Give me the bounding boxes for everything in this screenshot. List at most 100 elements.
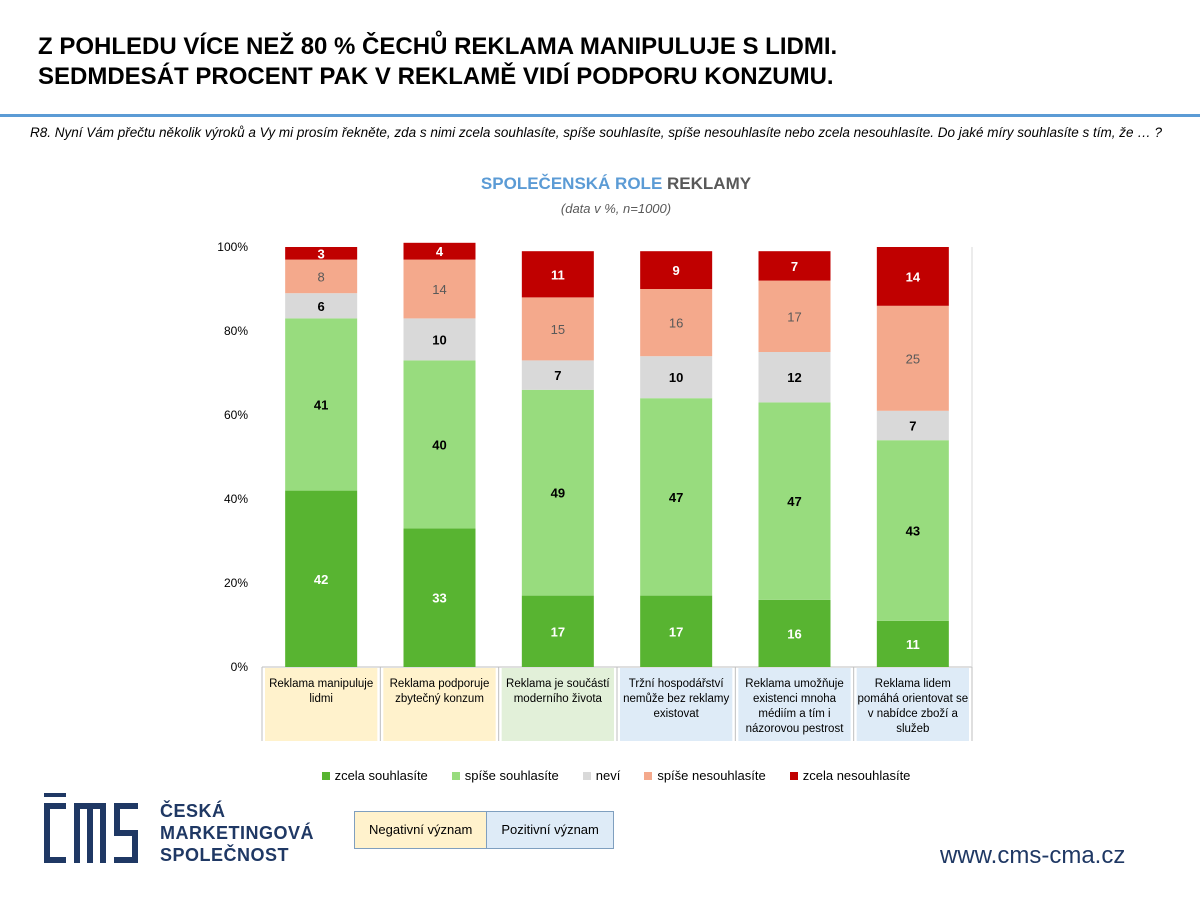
data-label: 49 (551, 486, 565, 501)
company-name-line-2: MARKETINGOVÁ (160, 823, 314, 843)
y-tick-label: 60% (224, 408, 248, 422)
x-tick-label: Reklama podporuje (390, 678, 490, 690)
category-label-cell (383, 668, 496, 741)
bar-segment (521, 360, 594, 390)
bar-segment (521, 389, 594, 596)
x-tick-label: Tržní hospodářství (629, 678, 725, 690)
data-label: 6 (318, 299, 325, 314)
data-label: 7 (909, 419, 916, 434)
bar-segment (758, 251, 831, 281)
x-tick-label: nemůže bez reklamy (623, 693, 729, 705)
bar-segment (403, 259, 476, 319)
x-tick-label: Reklama manipuluje (269, 678, 373, 690)
x-tick-label: existenci mnoha (753, 693, 837, 705)
negative-meaning-label: Negativní význam (355, 812, 488, 848)
category-label-cell (856, 668, 969, 741)
bar-segment (521, 595, 594, 667)
website-link[interactable]: www.cms-cma.cz (940, 842, 1126, 869)
legend-label: spíše nesouhlasíte (657, 768, 766, 783)
data-label: 10 (669, 370, 683, 385)
x-tick-label: názorovou pestrost (746, 723, 845, 735)
company-name: ČESKÁ MARKETINGOVÁ SPOLEČNOST (160, 800, 314, 866)
chart-title-part-1: SPOLEČENSKÁ ROLE (480, 174, 663, 193)
bar-segment (758, 280, 831, 352)
meaning-legend: Negativní význam Pozitivní význam (354, 811, 614, 849)
data-label: 42 (314, 572, 328, 587)
x-tick-label: pomáhá orientovat se (858, 693, 969, 705)
legend-swatch (582, 771, 591, 780)
x-tick-label: lidmi (309, 693, 333, 705)
x-tick-label: existovat (653, 708, 699, 720)
y-tick-label: 20% (224, 576, 248, 590)
bar-segment (758, 352, 831, 403)
legend-label: zcela nesouhlasíte (802, 768, 911, 783)
data-label: 41 (314, 398, 328, 413)
bar-segment (640, 398, 713, 596)
bar-segment (640, 595, 713, 667)
company-name-line-1: ČESKÁ (160, 801, 226, 821)
data-label: 25 (906, 351, 920, 366)
data-label: 7 (554, 368, 561, 383)
data-label: 17 (551, 624, 565, 639)
bar-segment (876, 247, 949, 306)
category-label-cell (620, 668, 733, 741)
bar-segment (521, 251, 594, 298)
data-label: 14 (906, 269, 921, 284)
positive-meaning-label: Pozitivní význam (487, 812, 613, 848)
category-label-cell (738, 668, 851, 741)
chart-subtitle: (data v %, n=1000) (560, 201, 672, 216)
cms-logo-icon (44, 793, 138, 863)
bar-segment (285, 293, 358, 319)
data-label: 17 (669, 624, 683, 639)
x-tick-label: médiím a tím i (758, 708, 830, 720)
bar-segment (403, 360, 476, 529)
data-label: 14 (432, 282, 446, 297)
chart-legend: zcela souhlasíte spíše souhlasíte neví spíš… (0, 768, 1200, 783)
data-label: 10 (432, 332, 446, 347)
headline-line-2: SEDMDESÁT PROCENT PAK V REKLAMĚ VIDÍ POD… (38, 63, 834, 90)
bar-segment (403, 242, 476, 260)
data-label: 17 (787, 309, 801, 324)
chart-title: SPOLEČENSKÁ ROLE REKLAMY (0, 174, 1200, 194)
data-label: 15 (551, 322, 565, 337)
y-tick-label: 40% (224, 492, 248, 506)
category-label-cell (265, 668, 378, 741)
bar-segment (285, 247, 358, 260)
data-label: 9 (673, 263, 680, 278)
headline-line-1: Z POHLEDU VÍCE NEŽ 80 % ČECHŮ REKLAMA MA… (38, 33, 838, 60)
legend-label: zcela souhlasíte (334, 768, 428, 783)
data-label: 8 (318, 269, 325, 284)
header-divider (0, 114, 1200, 117)
legend-swatch (451, 771, 460, 780)
legend-label: neví (595, 768, 621, 783)
y-tick-label: 100% (217, 240, 248, 254)
data-label: 43 (906, 524, 920, 539)
bar-segment (285, 259, 358, 294)
data-label: 11 (906, 637, 920, 652)
legend-item: spíše souhlasíte (451, 768, 559, 783)
bar-segment (876, 620, 949, 667)
legend-swatch (321, 771, 330, 780)
legend-item: neví (582, 768, 621, 783)
bar-segment (403, 318, 476, 361)
legend-item: spíše nesouhlasíte (644, 768, 766, 783)
x-tick-label: zbytečný konzum (395, 693, 484, 705)
data-label: 16 (669, 316, 683, 331)
y-tick-label: 0% (231, 660, 249, 674)
legend-label: spíše souhlasíte (464, 768, 559, 783)
y-tick-label: 80% (224, 324, 248, 338)
bar-segment (758, 402, 831, 600)
data-label: 47 (787, 494, 801, 509)
bar-segment (876, 410, 949, 441)
data-label: 16 (787, 626, 801, 641)
data-label: 7 (791, 259, 798, 274)
page-headline: Z POHLEDU VÍCE NEŽ 80 % ČECHŮ REKLAMA MA… (38, 32, 837, 92)
x-tick-label: moderního života (514, 693, 603, 705)
data-label: 11 (551, 267, 565, 282)
x-tick-label: Reklama je součástí (506, 678, 610, 690)
bar-segment (403, 528, 476, 667)
x-tick-label: Reklama umožňuje (745, 678, 843, 690)
data-label: 40 (432, 437, 446, 452)
legend-swatch (789, 771, 798, 780)
bar-segment (876, 305, 949, 411)
